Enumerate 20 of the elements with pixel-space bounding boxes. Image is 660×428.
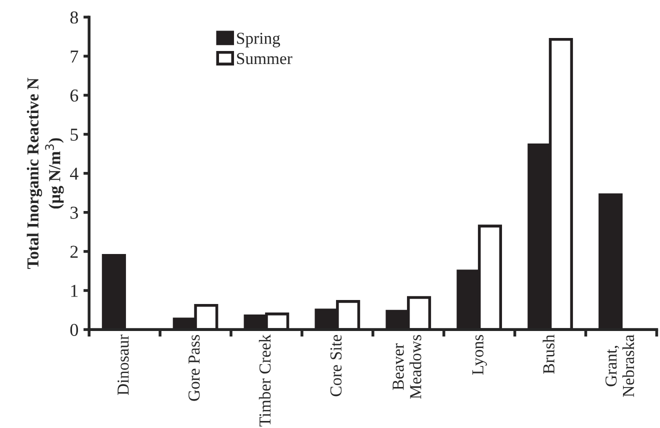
y-axis-title: Total Inorganic Reactive N (µg N/m$^{3}$): [26, 78, 64, 269]
y-tick-label: 0: [70, 324, 78, 336]
x-tick-label: Timber Creek: [258, 334, 271, 427]
y-tick-label: 8: [70, 11, 78, 24]
y-tick-label: 4: [70, 168, 78, 180]
y-tick-label: 5: [70, 128, 78, 141]
x-tick-label: Beaver Meadows: [392, 335, 422, 399]
x-tick-label: Core Site: [330, 335, 342, 396]
x-tick-label: Lyons: [472, 335, 487, 375]
x-tick-label: Grant, Nebraska: [605, 334, 634, 397]
y-tick-label: 3: [70, 206, 78, 219]
y-tick-label: 2: [70, 246, 78, 258]
y-tick-label: 1: [71, 284, 78, 297]
legend-label: Summer: [237, 53, 292, 64]
y-tick-label: 7: [70, 50, 78, 62]
y-tick-label: 6: [70, 90, 78, 102]
legend-label: Spring: [237, 32, 280, 48]
x-tick-label: Brush: [542, 334, 554, 374]
x-tick-label: Gore Pass: [188, 335, 200, 401]
x-tick-label: Dinosaur: [118, 334, 129, 396]
